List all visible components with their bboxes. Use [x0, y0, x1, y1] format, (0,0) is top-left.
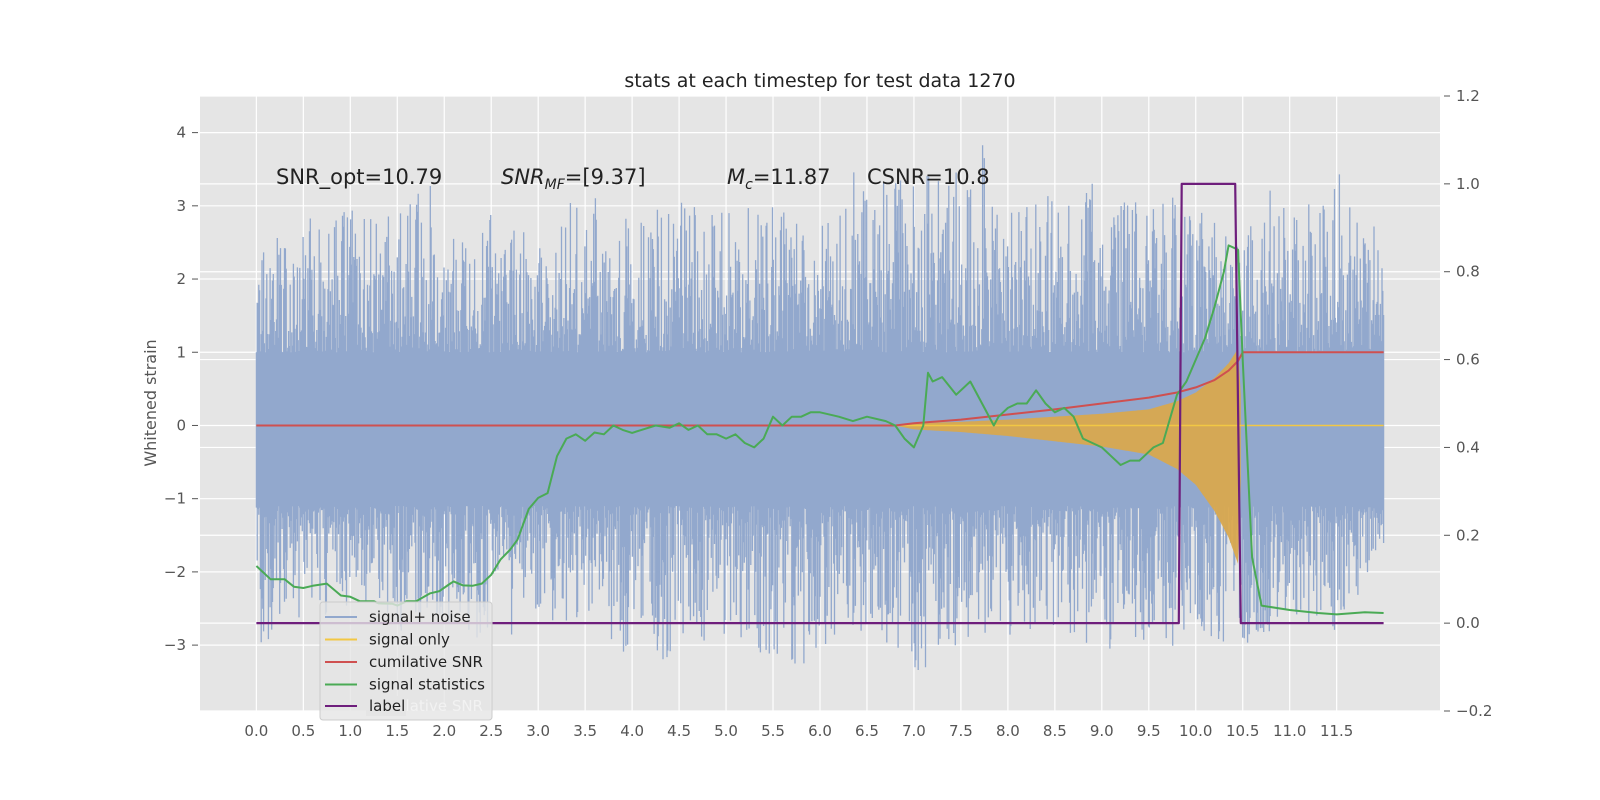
x-tick-label: 7.0: [902, 722, 926, 740]
y-tick-label: 2: [176, 270, 186, 288]
x-tick-label: 10.0: [1179, 722, 1212, 740]
x-axis: 0.0 0.5 1.0 1.5 2.0 2.5 3.0 3.5 4.0 4.5 5.0 5.5 6.0 6…: [244, 722, 1353, 740]
signal-statistics-line: [255, 244, 1384, 616]
annotations: SNR_opt=10.79 SNRMF=[9.37] Mc=11.87 CSNR…: [276, 165, 990, 193]
y-tick-label: −3: [164, 636, 186, 654]
y2-tick-label: 0.4: [1456, 438, 1480, 456]
chart-title: stats at each timestep for test data 127…: [624, 70, 1015, 92]
x-tick-label: 3.5: [573, 722, 597, 740]
y-tick-label: 3: [176, 197, 186, 215]
y2-tick-label: 1.0: [1456, 175, 1480, 193]
y2-tick-label: 0.6: [1456, 351, 1480, 369]
y-tick-label: 1: [176, 343, 186, 361]
x-tick-label: 11.5: [1320, 722, 1353, 740]
y-tick-label: −2: [164, 563, 186, 581]
y2-tick-label: −0.2: [1456, 702, 1492, 720]
y2-tick-label: 0.0: [1456, 614, 1480, 632]
legend: signal+ noise signal only cumilative SNR si…: [319, 601, 493, 721]
y2-tick-label: 0.8: [1456, 263, 1480, 281]
x-tick-label: 0.0: [244, 722, 268, 740]
x-tick-label: 4.0: [620, 722, 644, 740]
y-tick-label: −1: [164, 490, 186, 508]
x-tick-label: 1.5: [385, 722, 409, 740]
x-tick-label: 11.0: [1273, 722, 1306, 740]
legend-label: signal statistics: [369, 676, 485, 694]
annotation-csnr: CSNR=10.8: [867, 165, 990, 189]
x-tick-label: 1.0: [338, 722, 362, 740]
legend-box: [319, 601, 493, 721]
x-tick-label: 0.5: [291, 722, 315, 740]
y-axis-label: Whitened strain: [141, 339, 160, 466]
legend-label: signal+ noise: [369, 608, 471, 626]
x-tick-label: 10.5: [1226, 722, 1259, 740]
legend-ghost-mask: [366, 696, 406, 716]
x-tick-label: 7.5: [949, 722, 973, 740]
x-tick-label: 5.5: [761, 722, 785, 740]
y-axis-right: 1.2 1.0 0.8 0.6 0.4 0.2 0.0 −0.2: [1444, 87, 1492, 720]
signal-only-fill: [895, 348, 1241, 564]
x-tick-label: 8.0: [996, 722, 1020, 740]
label-line: [256, 182, 1384, 625]
legend-items: signal+ noise signal only cumilative SNR si…: [325, 608, 485, 694]
y-tick-label: 0: [176, 416, 186, 434]
x-tick-label: 3.0: [526, 722, 550, 740]
annotation-snr-mf: SNRMF=[9.37]: [501, 165, 646, 193]
series-layer: [255, 145, 1385, 670]
y2-tick-label: 1.2: [1456, 87, 1480, 105]
x-tick-label: 6.0: [808, 722, 832, 740]
x-tick-label: 2.5: [479, 722, 503, 740]
x-tick-label: 2.0: [432, 722, 456, 740]
annotation-snr-opt: SNR_opt=10.79: [276, 165, 442, 190]
x-tick-label: 9.0: [1090, 722, 1114, 740]
legend-label: cumilative SNR: [369, 653, 483, 671]
cumilative-snr-line: [256, 351, 1384, 427]
y-tick-label: 4: [176, 124, 186, 142]
x-tick-label: 6.5: [855, 722, 879, 740]
annotation-mc: Mc=11.87: [727, 165, 831, 193]
y-axis-left: 4 3 2 1 0 −1 −2 −3: [164, 124, 198, 654]
x-tick-label: 5.0: [714, 722, 738, 740]
legend-label-repeat: label: [369, 697, 405, 715]
legend-label: signal only: [369, 631, 450, 649]
y2-tick-label: 0.2: [1456, 526, 1480, 544]
x-tick-label: 4.5: [667, 722, 691, 740]
x-tick-label: 9.5: [1137, 722, 1161, 740]
x-tick-label: 8.5: [1043, 722, 1067, 740]
